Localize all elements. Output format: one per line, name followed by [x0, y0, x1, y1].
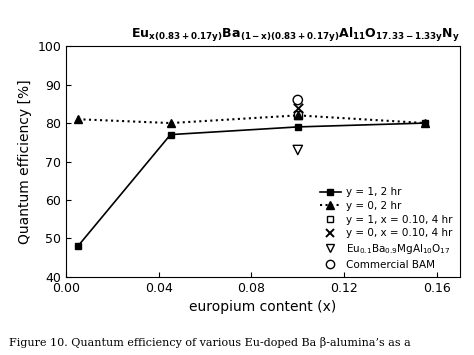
Legend: y = 1, 2 hr, y = 0, 2 hr, y = 1, x = 0.10, 4 hr, y = 0, x = 0.10, 4 hr, Eu$_{0.1: y = 1, 2 hr, y = 0, 2 hr, y = 1, x = 0.1… — [318, 185, 455, 272]
Text: $\bf{Eu}$$\bf{_{x(0.83+0.17y)}}$$\bf{Ba}$$\bf{_{(1-x)(0.83+0.17y)}}$$\bf{Al}$$\b: $\bf{Eu}$$\bf{_{x(0.83+0.17y)}}$$\bf{Ba}… — [131, 26, 460, 44]
Point — [294, 97, 301, 103]
Point — [294, 147, 301, 153]
X-axis label: europium content (x): europium content (x) — [190, 300, 337, 314]
Text: Figure 10. Quantum efficiency of various Eu-doped Ba β-alumina’s as a: Figure 10. Quantum efficiency of various… — [9, 337, 411, 348]
Point — [294, 113, 301, 118]
Y-axis label: Quantum efficiency [%]: Quantum efficiency [%] — [18, 79, 32, 244]
Point — [294, 105, 301, 110]
